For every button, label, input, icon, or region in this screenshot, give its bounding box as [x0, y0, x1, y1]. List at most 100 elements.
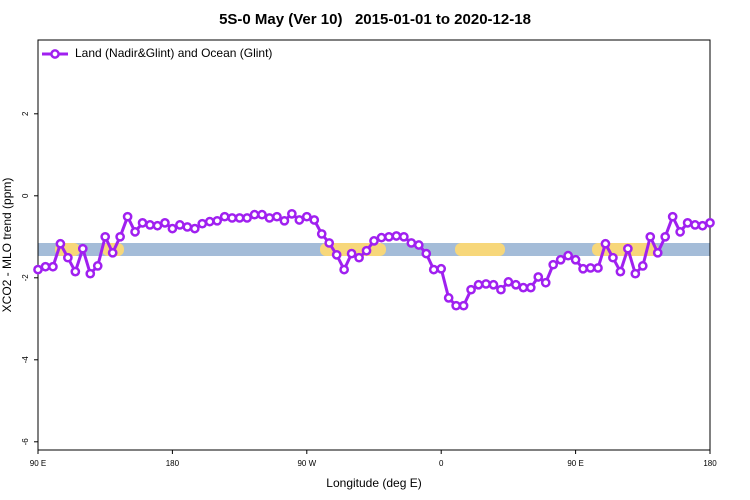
point [421, 248, 432, 259]
point [361, 245, 372, 256]
point [48, 261, 58, 272]
point [667, 211, 678, 222]
point [630, 268, 641, 279]
y-tick-label: 0 [21, 193, 30, 198]
point [585, 263, 596, 273]
point [637, 261, 648, 271]
point [182, 222, 193, 232]
point [354, 252, 364, 263]
point [294, 215, 305, 225]
point [130, 227, 140, 237]
point [518, 282, 529, 293]
point [369, 236, 379, 246]
point [600, 238, 611, 249]
y-tick-label: -6 [21, 438, 30, 446]
point [309, 215, 320, 225]
x-axis-label: Longitude (deg E) [326, 476, 421, 490]
point [682, 218, 693, 228]
point [107, 247, 118, 258]
point [70, 266, 81, 277]
plot-frame [37, 39, 711, 451]
point [548, 259, 559, 270]
point [503, 277, 514, 287]
point [272, 211, 282, 222]
point [578, 263, 588, 274]
point [175, 220, 185, 230]
point [160, 218, 170, 228]
point [40, 261, 51, 272]
y-tick-label: -4 [21, 356, 30, 364]
point [705, 218, 715, 228]
point [264, 213, 275, 223]
x-tick-label: 90 E [567, 459, 583, 468]
point [615, 266, 626, 277]
point [443, 293, 454, 303]
point [623, 243, 633, 254]
point [451, 300, 461, 311]
point [331, 249, 342, 260]
x-tick-label: 180 [166, 459, 180, 468]
point [189, 223, 200, 234]
point [145, 220, 155, 230]
point [227, 213, 237, 223]
y-axis-label: XCO2 - MLO trend (ppm) [0, 178, 14, 313]
x-tick-label: 0 [439, 459, 444, 468]
point [257, 209, 267, 220]
point [85, 268, 96, 279]
point [316, 229, 327, 239]
point [488, 279, 499, 290]
point [279, 215, 290, 226]
x-tick-label: 90 W [297, 459, 316, 468]
legend-label: Land (Nadir&Glint) and Ocean (Glint) [75, 46, 272, 60]
point [249, 209, 260, 220]
point [391, 231, 402, 241]
point [608, 252, 618, 263]
point [242, 213, 252, 223]
land-band [455, 243, 505, 256]
y-tick-label: 2 [21, 111, 30, 116]
point [525, 282, 536, 293]
point [496, 284, 506, 295]
point [563, 250, 573, 261]
point [473, 279, 484, 290]
point [122, 211, 133, 222]
x-tick-label: 180 [703, 459, 717, 468]
point [458, 300, 469, 311]
point [212, 215, 223, 226]
point [167, 223, 178, 234]
point [652, 247, 663, 258]
point [287, 208, 297, 219]
point [204, 216, 215, 227]
x-tick-label: 90 E [30, 459, 46, 468]
point [660, 231, 671, 242]
point [376, 232, 387, 243]
point [399, 231, 409, 242]
point [55, 238, 66, 249]
chart-title: 5S-0 May (Ver 10) 2015-01-01 to 2020-12-… [219, 11, 531, 28]
point [406, 238, 417, 248]
point [100, 231, 111, 242]
point [77, 243, 88, 254]
point [690, 220, 700, 230]
point [92, 261, 103, 271]
point [511, 279, 521, 290]
point [570, 254, 581, 265]
point [301, 211, 312, 222]
point [675, 227, 685, 237]
point [33, 264, 43, 275]
point [593, 263, 603, 273]
point [428, 264, 439, 275]
y-tick-label: -2 [21, 274, 30, 282]
point [555, 254, 566, 265]
point [152, 220, 163, 231]
point [197, 218, 208, 229]
point [339, 264, 349, 275]
point [115, 231, 125, 242]
point [697, 220, 708, 231]
legend-marker [50, 49, 60, 59]
point [234, 213, 245, 223]
point [137, 218, 148, 228]
point [346, 248, 357, 259]
